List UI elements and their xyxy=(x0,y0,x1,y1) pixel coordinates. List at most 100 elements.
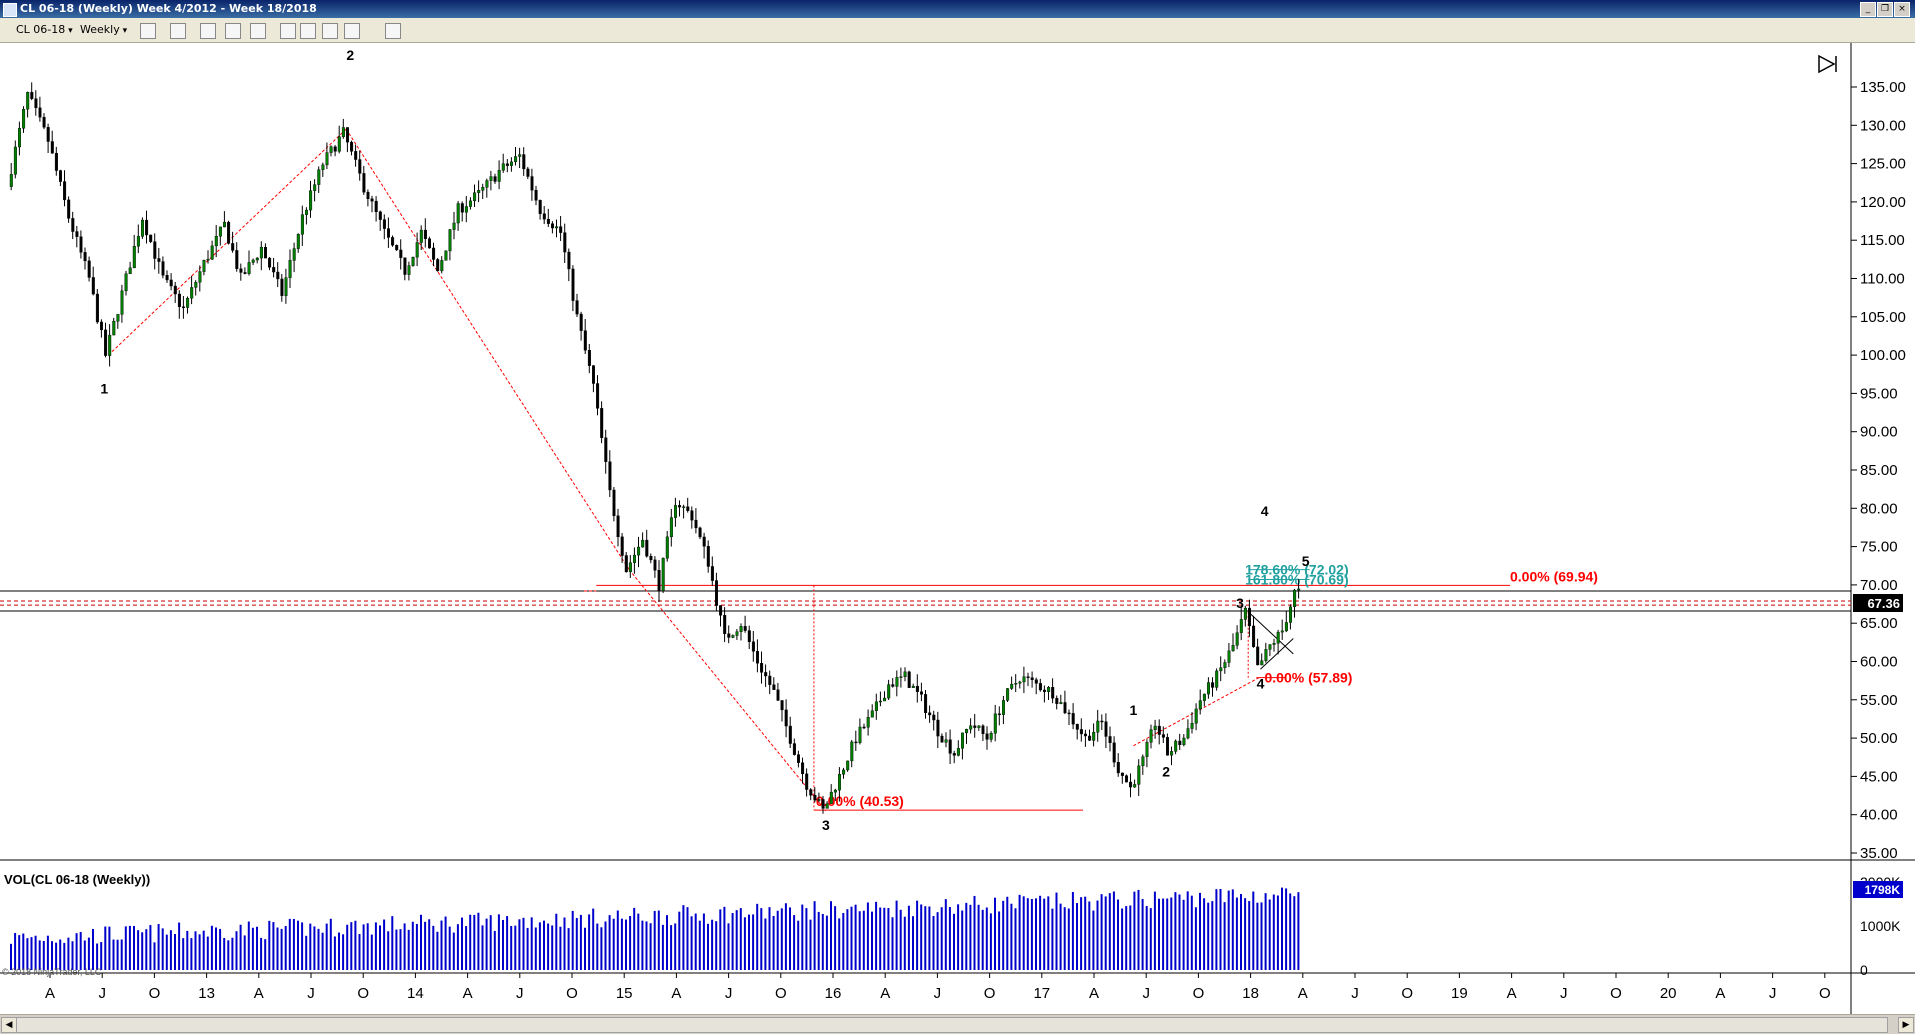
candle xyxy=(1010,683,1014,689)
bar-type-icon[interactable] xyxy=(140,23,156,39)
volume-bar xyxy=(1235,897,1238,970)
volume-bar xyxy=(186,930,189,970)
volume-bar xyxy=(42,940,45,970)
volume-bar xyxy=(1043,898,1046,970)
time-tick-label: 17 xyxy=(1033,985,1050,1002)
scroll-right-icon[interactable]: ▶ xyxy=(1898,1017,1914,1033)
volume-bar xyxy=(1281,887,1283,970)
candle xyxy=(1215,670,1219,688)
volume-bar xyxy=(924,906,927,970)
candle xyxy=(1219,667,1223,672)
price-tick-label: 115.00 xyxy=(1860,232,1905,249)
minimize-icon[interactable]: _ xyxy=(1860,2,1876,17)
candle xyxy=(526,168,530,177)
candle xyxy=(858,726,862,743)
horizontal-scrollbar[interactable]: ◀ ▶ xyxy=(0,1014,1915,1034)
volume-bar xyxy=(231,937,234,970)
volume-bar xyxy=(465,926,468,970)
candle xyxy=(296,234,300,249)
volume-bar xyxy=(850,906,853,970)
volume-bar xyxy=(243,935,246,970)
volume-bar xyxy=(1096,900,1099,970)
candle xyxy=(1284,622,1288,632)
candle xyxy=(489,176,493,181)
time-tick-label: J xyxy=(1560,985,1568,1002)
candle xyxy=(645,539,649,557)
volume-bar xyxy=(936,912,939,970)
candle xyxy=(305,209,309,215)
candle xyxy=(665,536,669,559)
volume-bar xyxy=(1108,893,1111,970)
trend-line[interactable] xyxy=(345,128,630,570)
volume-bar xyxy=(432,925,435,970)
candle xyxy=(719,605,723,616)
candle xyxy=(1059,702,1063,704)
price-tick-label: 70.00 xyxy=(1860,577,1898,594)
time-tick-label: A xyxy=(1089,985,1099,1002)
candle xyxy=(387,228,391,238)
crosshair-icon[interactable] xyxy=(200,23,216,39)
candle xyxy=(407,265,411,275)
zoom-icon[interactable] xyxy=(250,23,266,39)
volume-bar xyxy=(276,927,279,970)
indicators-icon[interactable] xyxy=(280,23,296,39)
volume-bar xyxy=(194,931,197,970)
volume-bar xyxy=(731,913,734,970)
candle xyxy=(346,127,350,143)
period-selector[interactable]: Weekly xyxy=(80,22,127,38)
time-tick-label: O xyxy=(1610,985,1622,1002)
volume-bar xyxy=(748,914,750,970)
volume-tick-label: 0 xyxy=(1860,962,1868,978)
candle xyxy=(522,154,526,170)
scroll-left-icon[interactable]: ◀ xyxy=(1,1017,17,1033)
candle xyxy=(723,615,727,634)
fib-level-label: 0.00% (57.89) xyxy=(1265,670,1353,686)
data-box-icon[interactable] xyxy=(385,23,401,39)
volume-bar xyxy=(555,913,558,970)
volume-bar xyxy=(1035,898,1037,970)
candle xyxy=(649,556,653,561)
candle xyxy=(22,108,26,129)
restore-icon[interactable]: ❐ xyxy=(1877,2,1893,17)
volume-bar xyxy=(83,940,86,970)
volume-bar xyxy=(940,907,943,970)
cursor-icon[interactable] xyxy=(225,23,241,39)
volume-bar xyxy=(358,934,361,970)
candle xyxy=(1002,700,1006,715)
candle xyxy=(436,259,440,272)
volume-bar xyxy=(22,933,25,970)
candle xyxy=(54,152,58,171)
volume-bar xyxy=(239,924,242,970)
strategies-icon[interactable] xyxy=(300,23,316,39)
pencil-icon[interactable] xyxy=(170,23,186,39)
volume-bar xyxy=(153,942,156,970)
triangle-line[interactable] xyxy=(1247,611,1294,655)
candle xyxy=(1096,720,1100,733)
candle xyxy=(370,198,374,202)
scroll-thumb[interactable] xyxy=(16,1017,1888,1033)
candle xyxy=(136,236,140,247)
volume-bar xyxy=(912,916,914,970)
close-icon[interactable]: × xyxy=(1894,2,1910,17)
volume-bar xyxy=(493,930,496,970)
volume-bar xyxy=(1010,903,1013,970)
volume-bar xyxy=(715,921,718,970)
volume-bar xyxy=(1244,898,1247,970)
candle xyxy=(382,219,386,229)
volume-bar xyxy=(157,924,160,970)
volume-bar xyxy=(756,903,759,970)
candlestick-series xyxy=(9,82,1301,814)
triangle-line[interactable] xyxy=(1260,638,1294,670)
scroll-to-end-icon[interactable] xyxy=(1816,54,1840,74)
properties-icon[interactable] xyxy=(344,23,360,39)
candle xyxy=(915,685,919,692)
volume-bar xyxy=(1039,895,1042,970)
template-icon[interactable] xyxy=(322,23,338,39)
volume-bar xyxy=(579,914,582,970)
fib-level-label: 0.00% (69.94) xyxy=(1510,568,1598,584)
trend-line[interactable] xyxy=(628,569,827,812)
candle xyxy=(177,293,181,307)
price-tick-label: 130.00 xyxy=(1860,117,1906,134)
instrument-selector[interactable]: CL 06-18 xyxy=(16,22,73,38)
